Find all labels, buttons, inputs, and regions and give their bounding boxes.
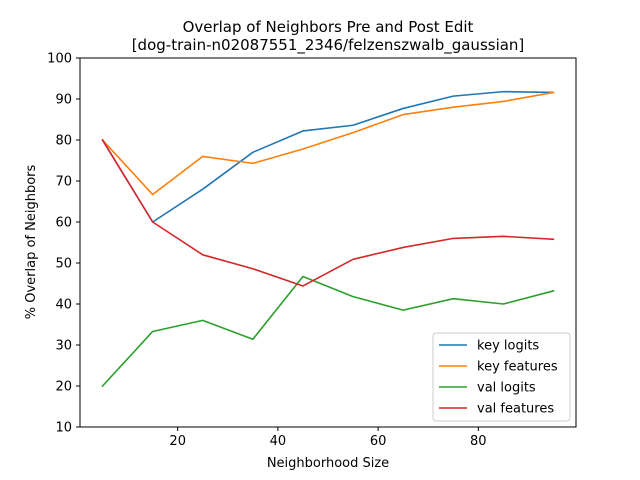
axes-frame [79, 57, 577, 428]
y-tick-label: 80 [55, 134, 72, 149]
y-tick-label: 40 [55, 298, 72, 313]
series-line-key-features [101, 91, 555, 196]
x-tick-label: 60 [370, 434, 387, 449]
plot-area: 20 40 60 80 10 20 30 40 50 60 70 80 90 100 [47, 52, 577, 449]
series-line-key-logits [101, 90, 555, 223]
x-tick-label: 20 [169, 434, 186, 449]
legend-label-key-features: key features [477, 360, 558, 375]
y-tick-label: 60 [55, 216, 72, 231]
legend-label-val-logits: val logits [477, 381, 536, 396]
y-tick-label: 20 [55, 380, 72, 395]
chart-title-line1: Overlap of Neighbors Pre and Post Edit [183, 18, 474, 36]
legend-label-val-features: val features [477, 402, 554, 417]
y-tick-label: 90 [55, 93, 72, 108]
y-tick-label: 70 [55, 175, 72, 190]
y-tick-label: 10 [55, 421, 72, 436]
series-line-val-features [101, 138, 555, 287]
y-tick-label: 50 [55, 257, 72, 272]
legend-label-key-logits: key logits [477, 339, 539, 354]
series-line-val-logits [101, 275, 555, 388]
chart-title-line2: [dog-train-n02087551_2346/felzenszwalb_g… [132, 36, 525, 55]
y-tick-label: 100 [47, 52, 72, 67]
legend-box [432, 332, 571, 422]
x-tick-label: 80 [470, 434, 487, 449]
x-tick-label: 40 [270, 434, 287, 449]
y-axis-label: % Overlap of Neighbors [24, 165, 39, 320]
x-axis-label: Neighborhood Size [267, 456, 389, 471]
y-tick-label: 30 [55, 339, 72, 354]
legend: key logits key features val logits val feat… [432, 332, 571, 422]
